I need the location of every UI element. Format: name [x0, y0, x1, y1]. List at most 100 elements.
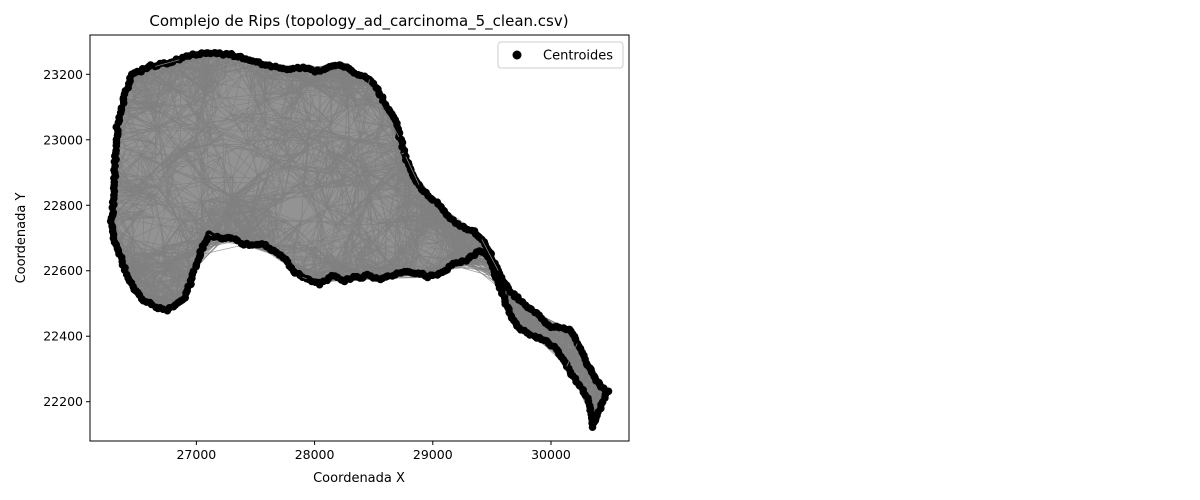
rips-edge [232, 177, 267, 203]
rips-edge [276, 120, 300, 155]
rips-edge [158, 126, 164, 170]
rips-edge [114, 185, 154, 198]
rips-edge [358, 165, 388, 184]
rips-edge [261, 166, 272, 174]
rips-edge [290, 131, 323, 161]
rips-edge [341, 192, 372, 223]
rips-edge [219, 75, 242, 99]
rips-edge [118, 122, 156, 145]
rips-edge [257, 161, 278, 175]
rips-edge [148, 255, 180, 281]
rips-edge [115, 150, 144, 182]
rips-edge [407, 184, 420, 216]
rips-edge [405, 218, 451, 227]
rips-edge [193, 73, 209, 96]
rips-edge [341, 179, 357, 223]
rips-edge [268, 208, 296, 244]
rips-edge [365, 221, 398, 247]
rips-edge [388, 219, 418, 229]
rips-edge [265, 244, 307, 247]
rips-edge [232, 202, 238, 241]
rips-edge [361, 170, 378, 186]
rips-edge [376, 249, 402, 279]
rips-edge [358, 175, 372, 193]
rips-edge [115, 152, 156, 159]
rips-edge [225, 144, 259, 175]
rips-edge [223, 176, 267, 179]
rips-edge [123, 97, 156, 115]
rips-edge [175, 148, 206, 180]
rips-edge [256, 101, 291, 120]
rips-edge [132, 239, 166, 246]
rips-edge [148, 175, 173, 185]
rips-edge [278, 221, 302, 255]
rips-edge [249, 188, 264, 224]
rips-edge [307, 89, 337, 121]
rips-edge [243, 212, 253, 245]
rips-edge [404, 209, 444, 221]
rips-edge [208, 59, 250, 74]
rips-edge [306, 224, 336, 246]
rips-edge [117, 135, 156, 145]
rips-edge [263, 66, 276, 95]
rips-edge [120, 112, 160, 128]
rips-edge [160, 224, 166, 246]
rips-edge [265, 221, 302, 245]
rips-edge [386, 222, 406, 227]
rips-edge [329, 150, 350, 175]
rips-edge [207, 144, 253, 151]
rips-edge [113, 188, 153, 206]
rips-edge [301, 181, 304, 222]
rips-edge [361, 170, 372, 193]
rips-edge [169, 262, 176, 306]
rips-edge [165, 242, 195, 246]
rips-edge [194, 121, 209, 141]
rips-edge [204, 179, 233, 198]
rips-edge [377, 228, 390, 250]
rips-edge [334, 261, 369, 268]
rips-edge [282, 166, 317, 174]
rips-edge [196, 112, 224, 135]
rips-edge [415, 195, 429, 228]
rips-edge [262, 185, 297, 190]
rips-edge [318, 86, 331, 90]
rips-edge [415, 243, 438, 246]
rips-edge [295, 151, 304, 163]
rips-edge [243, 67, 265, 102]
rips-edge [404, 181, 417, 221]
rips-edge [216, 75, 242, 109]
rips-edge [326, 169, 328, 209]
rips-edge [353, 120, 362, 142]
rips-edge [169, 176, 189, 213]
rips-edge [274, 119, 309, 141]
rips-edge [114, 186, 156, 192]
rips-edge [121, 100, 147, 109]
rips-edge [351, 211, 379, 224]
rips-edge [315, 178, 357, 187]
rips-edge [114, 182, 153, 206]
rips-edge [389, 255, 420, 265]
rips-edge [137, 256, 177, 272]
rips-edge [371, 224, 379, 250]
rips-edge [282, 135, 293, 168]
rips-edge [145, 253, 162, 268]
rips-edge [302, 191, 320, 214]
rips-edge [200, 158, 202, 202]
rips-edge [234, 100, 265, 121]
rips-edge [265, 96, 301, 102]
rips-edge [268, 191, 304, 210]
rips-edge [180, 90, 204, 126]
rips-edge [230, 114, 248, 142]
rips-edge [358, 138, 376, 161]
rips-edge [402, 203, 405, 221]
rips-edge [274, 220, 281, 256]
rips-edge [159, 67, 174, 107]
rips-edge [266, 119, 308, 129]
rips-edge [360, 153, 400, 169]
rips-edge [362, 156, 406, 172]
rips-edge [132, 194, 155, 221]
rips-edge [186, 55, 215, 90]
rips-edge [324, 224, 336, 262]
rips-edge [167, 199, 187, 241]
rips-edge [166, 63, 195, 96]
